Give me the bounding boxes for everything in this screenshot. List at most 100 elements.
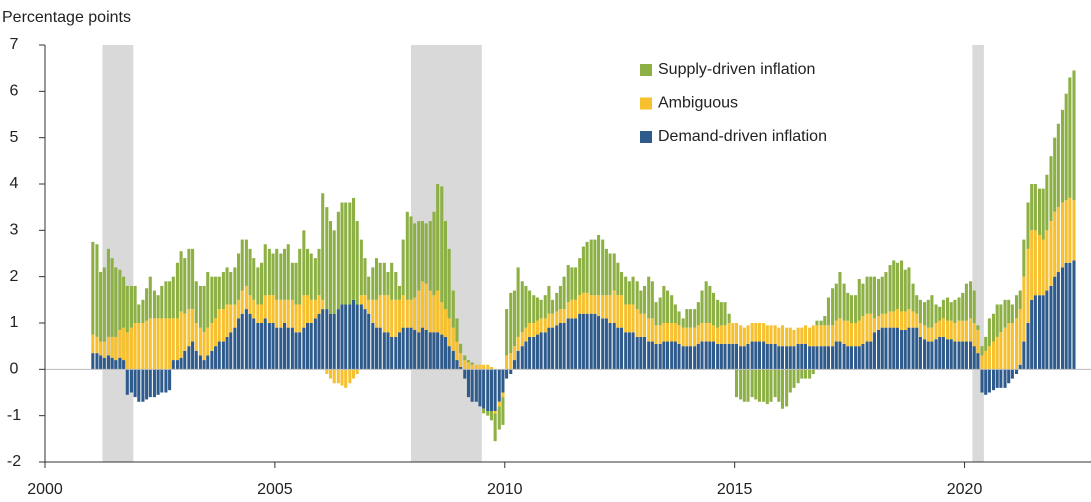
bar-segment <box>750 323 754 342</box>
bar-segment <box>363 309 367 370</box>
bar-segment <box>497 401 501 407</box>
bar-segment <box>470 364 474 370</box>
bar-segment <box>455 341 459 361</box>
bar-segment <box>309 253 313 300</box>
bar-segment <box>734 343 739 370</box>
bar-segment <box>677 311 681 326</box>
y-axis-label: Percentage points <box>2 9 131 26</box>
bar-segment <box>964 283 968 321</box>
bar-segment <box>424 283 428 330</box>
bar-segment <box>275 299 279 328</box>
bar-segment <box>688 327 693 347</box>
bar-segment <box>888 327 892 370</box>
bar-segment <box>532 336 536 370</box>
bar-segment <box>987 346 991 370</box>
bar-segment <box>493 411 497 414</box>
bar-segment <box>348 369 352 384</box>
bar-segment <box>650 281 654 319</box>
bar-segment <box>156 318 160 370</box>
bar-segment <box>470 362 474 365</box>
bar-segment <box>911 311 915 328</box>
bar-segment <box>946 339 950 370</box>
bar-segment <box>168 318 172 370</box>
bar-segment <box>849 295 853 323</box>
bar-segment <box>191 309 195 342</box>
bar-segment <box>608 323 612 370</box>
bar-segment <box>834 283 838 321</box>
bar-segment <box>405 327 409 370</box>
bar-segment <box>489 369 493 412</box>
bar-segment <box>440 302 444 335</box>
bar-segment <box>466 362 470 370</box>
bar-segment <box>688 309 693 328</box>
bar-segment <box>574 318 578 370</box>
bar-segment <box>99 272 103 342</box>
bar-segment <box>237 318 241 370</box>
bar-segment <box>857 346 861 370</box>
bar-segment <box>742 346 746 370</box>
bar-segment <box>397 285 402 300</box>
legend-label: Demand-driven inflation <box>658 128 827 145</box>
bar-segment <box>206 355 210 370</box>
bar-segment <box>700 290 704 323</box>
bar-segment <box>762 323 766 342</box>
bar-segment <box>846 292 850 321</box>
bar-segment <box>961 320 965 342</box>
bar-segment <box>447 318 451 347</box>
bar-segment <box>501 397 505 425</box>
bar-segment <box>332 369 336 384</box>
bar-segment <box>578 295 582 314</box>
bar-segment <box>796 343 800 370</box>
bar-segment <box>214 318 218 347</box>
bar-segment <box>941 318 945 337</box>
bar-segment <box>880 313 884 328</box>
bar-segment <box>336 369 340 384</box>
bar-segment <box>585 313 589 370</box>
bar-segment <box>252 299 256 319</box>
bar-segment <box>367 313 371 370</box>
bar-segment <box>267 248 271 296</box>
bar-segment <box>808 327 812 347</box>
bar-segment <box>474 364 478 370</box>
bar-segment <box>1026 248 1030 323</box>
bar-segment <box>991 369 996 391</box>
bar-segment <box>156 295 160 319</box>
bar-segment <box>984 350 988 370</box>
bar-segment <box>785 327 789 347</box>
bar-segment <box>739 346 743 370</box>
bar-segment <box>428 290 432 333</box>
bar-segment <box>214 276 218 319</box>
bar-segment <box>869 341 873 370</box>
y-tick-label: 0 <box>10 361 19 378</box>
bar-segment <box>808 369 812 379</box>
bar-segment <box>286 244 290 300</box>
bar-segment <box>535 334 539 370</box>
bar-segment <box>888 265 892 312</box>
bar-segment <box>171 318 175 361</box>
bar-segment <box>359 304 363 370</box>
bar-segment <box>260 323 264 370</box>
bar-segment <box>114 360 118 370</box>
bar-segment <box>152 369 156 398</box>
bar-segment <box>463 355 467 361</box>
bar-segment <box>865 276 869 314</box>
bar-segment <box>1037 295 1042 370</box>
bar-segment <box>405 299 409 328</box>
bar-segment <box>750 369 754 398</box>
bar-segment <box>91 334 95 354</box>
bar-segment <box>110 336 114 358</box>
bar-segment <box>624 332 628 370</box>
bar-segment <box>168 369 172 391</box>
bar-segment <box>359 239 363 296</box>
bar-segment <box>1060 109 1065 203</box>
bar-segment <box>114 336 118 361</box>
bar-segment <box>137 304 141 323</box>
bar-segment <box>229 304 233 333</box>
bar-segment <box>279 299 283 328</box>
bar-segment <box>348 304 352 370</box>
bar-segment <box>321 309 325 370</box>
bar-segment <box>773 343 777 370</box>
bar-segment <box>785 346 789 370</box>
bar-segment <box>160 285 164 319</box>
bar-segment <box>501 392 505 398</box>
